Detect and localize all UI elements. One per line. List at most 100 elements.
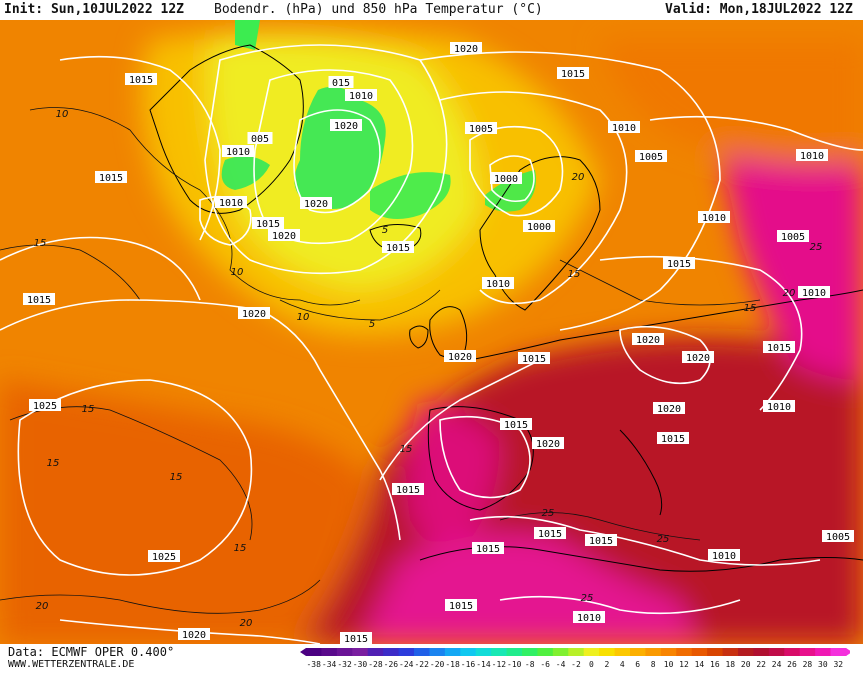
legend-tick: -38 xyxy=(306,660,321,669)
isobar-label-text: 005 xyxy=(251,134,269,145)
isotherm-20-sw xyxy=(0,579,321,614)
isobar-label: 1010 xyxy=(763,400,795,413)
isobar-label: 1000 xyxy=(523,220,555,233)
isobar-label: 1015 xyxy=(392,483,424,496)
isobar-label-text: 1005 xyxy=(826,532,850,543)
color-legend: -38 -34 -32 -30 -28 -26 -24 -22 -20 -18 -16 -14 -12-… xyxy=(300,648,850,669)
isobar-label: 1020 xyxy=(450,42,482,55)
map-title: Bodendr. (hPa) und 850 hPa Temperatur (°… xyxy=(214,2,543,17)
legend-swatch xyxy=(398,648,415,656)
legend-swatch xyxy=(614,648,631,656)
isotherm-25-south xyxy=(499,512,701,541)
legend-tick: 14 xyxy=(695,660,705,669)
legend-tick: 26 xyxy=(787,660,797,669)
temp-zone-hot-iberia xyxy=(406,400,500,547)
legend-tick: 30 xyxy=(818,660,828,669)
legend-tick: 28 xyxy=(803,660,813,669)
isobar-label: 1015 xyxy=(663,257,695,270)
legend-swatch xyxy=(522,648,538,656)
isobar-label-text: 1010 xyxy=(767,402,791,413)
header-bar: Init: Sun,10JUL2022 12Z Bodendr. (hPa) u… xyxy=(0,0,863,20)
isobar-1010-africa xyxy=(499,595,741,615)
legend-tick: 10 xyxy=(664,660,674,669)
cold-patch-greenland xyxy=(294,86,386,209)
isobar-1020-central xyxy=(619,325,711,385)
legend-swatch xyxy=(630,648,646,656)
legend-swatch xyxy=(583,648,600,656)
isobar-label-text: 1010 xyxy=(702,213,726,224)
isobar-label: 1020 xyxy=(532,437,564,450)
isotherm-label: 15 xyxy=(744,303,757,314)
isotherm-label: 15 xyxy=(400,444,413,455)
isobar-label-text: 1015 xyxy=(538,529,562,540)
isobar-label: 1005 xyxy=(777,230,809,243)
isobar-label-text: 1015 xyxy=(767,343,791,354)
isobar-label-text: 1015 xyxy=(344,634,368,644)
isobar-label-text: 1015 xyxy=(476,544,500,555)
isobar-label: 1010 xyxy=(608,121,640,134)
legend-tick: 8 xyxy=(651,660,656,669)
isotherm-label: 15 xyxy=(34,238,47,249)
legend-swatch xyxy=(491,648,508,656)
legend-tick: 2 xyxy=(604,660,609,669)
coast-europe xyxy=(469,289,863,361)
isobar-label: 1015 xyxy=(500,418,532,431)
legend-tick: -4 xyxy=(556,660,566,669)
isobar-label: 1015 xyxy=(252,217,284,230)
isobar-label-text: 1015 xyxy=(99,173,123,184)
legend-swatch xyxy=(336,648,353,656)
isobar-label-text: 1025 xyxy=(33,401,57,412)
isobar-label-text: 1020 xyxy=(334,121,358,132)
isobar-label: 1020 xyxy=(178,628,210,641)
legend-tick: 0 xyxy=(589,660,594,669)
isotherm-label: 25 xyxy=(581,593,594,604)
isobar-label-text: 1005 xyxy=(639,152,663,163)
isotherm-label: 15 xyxy=(234,543,247,554)
isobar-label: 1020 xyxy=(268,229,300,242)
isobar-label: 1015 xyxy=(763,341,795,354)
isobar-label-text: 1010 xyxy=(712,551,736,562)
isobar-label-text: 1010 xyxy=(800,151,824,162)
legend-swatch xyxy=(414,648,430,656)
isobar-1015-iberia xyxy=(439,415,531,499)
legend-swatch xyxy=(460,648,477,656)
isobar-label-text: 1015 xyxy=(667,259,691,270)
legend-swatch xyxy=(352,648,369,656)
isobar-label: 1015 xyxy=(382,241,414,254)
legend-swatch xyxy=(306,648,322,656)
legend-swatch xyxy=(768,648,785,656)
valid-time: Valid: Mon,18JUL2022 12Z xyxy=(665,2,853,17)
legend-tick: -24 xyxy=(399,660,414,669)
isobar-label: 005 xyxy=(247,132,273,145)
coast-greenland xyxy=(149,44,304,214)
cold-patch-norway xyxy=(485,170,536,212)
isobar-1020-far-south xyxy=(59,619,321,644)
isobar-label: 1010 xyxy=(215,196,247,209)
legend-swatch xyxy=(537,648,554,656)
legend-tick: -20 xyxy=(430,660,445,669)
isotherm-label: 5 xyxy=(382,225,388,236)
legend-tick: 4 xyxy=(620,660,625,669)
isobar-label-text: 1015 xyxy=(386,243,410,254)
legend-swatch xyxy=(738,648,754,656)
legend-swatch xyxy=(691,648,708,656)
isobar-label-text: 1015 xyxy=(27,295,51,306)
isobar-label: 1020 xyxy=(682,351,714,364)
weather-map: 10 10 15 5 5 10 15 15 15 15 15 20 20 25 25 25 20 15 15 25 20… xyxy=(0,20,863,644)
isobar-label-text: 1000 xyxy=(527,222,551,233)
isobar-label: 1015 xyxy=(340,632,372,644)
legend-swatch xyxy=(599,648,616,656)
legend-swatch xyxy=(552,648,569,656)
isotherm-20-europe xyxy=(559,259,761,306)
isobar-label: 1020 xyxy=(330,119,362,132)
isobar-label-text: 1020 xyxy=(304,199,328,210)
isotherm-label: 5 xyxy=(369,319,375,330)
isobar-label-text: 1010 xyxy=(226,147,250,158)
legend-swatch xyxy=(799,648,816,656)
isobar-label: 1000 xyxy=(490,172,522,185)
legend-tick: -32 xyxy=(337,660,352,669)
isobar-label-text: 1020 xyxy=(242,309,266,320)
temp-zone-hot-africa xyxy=(360,533,700,644)
legend-tick: -26 xyxy=(384,660,399,669)
